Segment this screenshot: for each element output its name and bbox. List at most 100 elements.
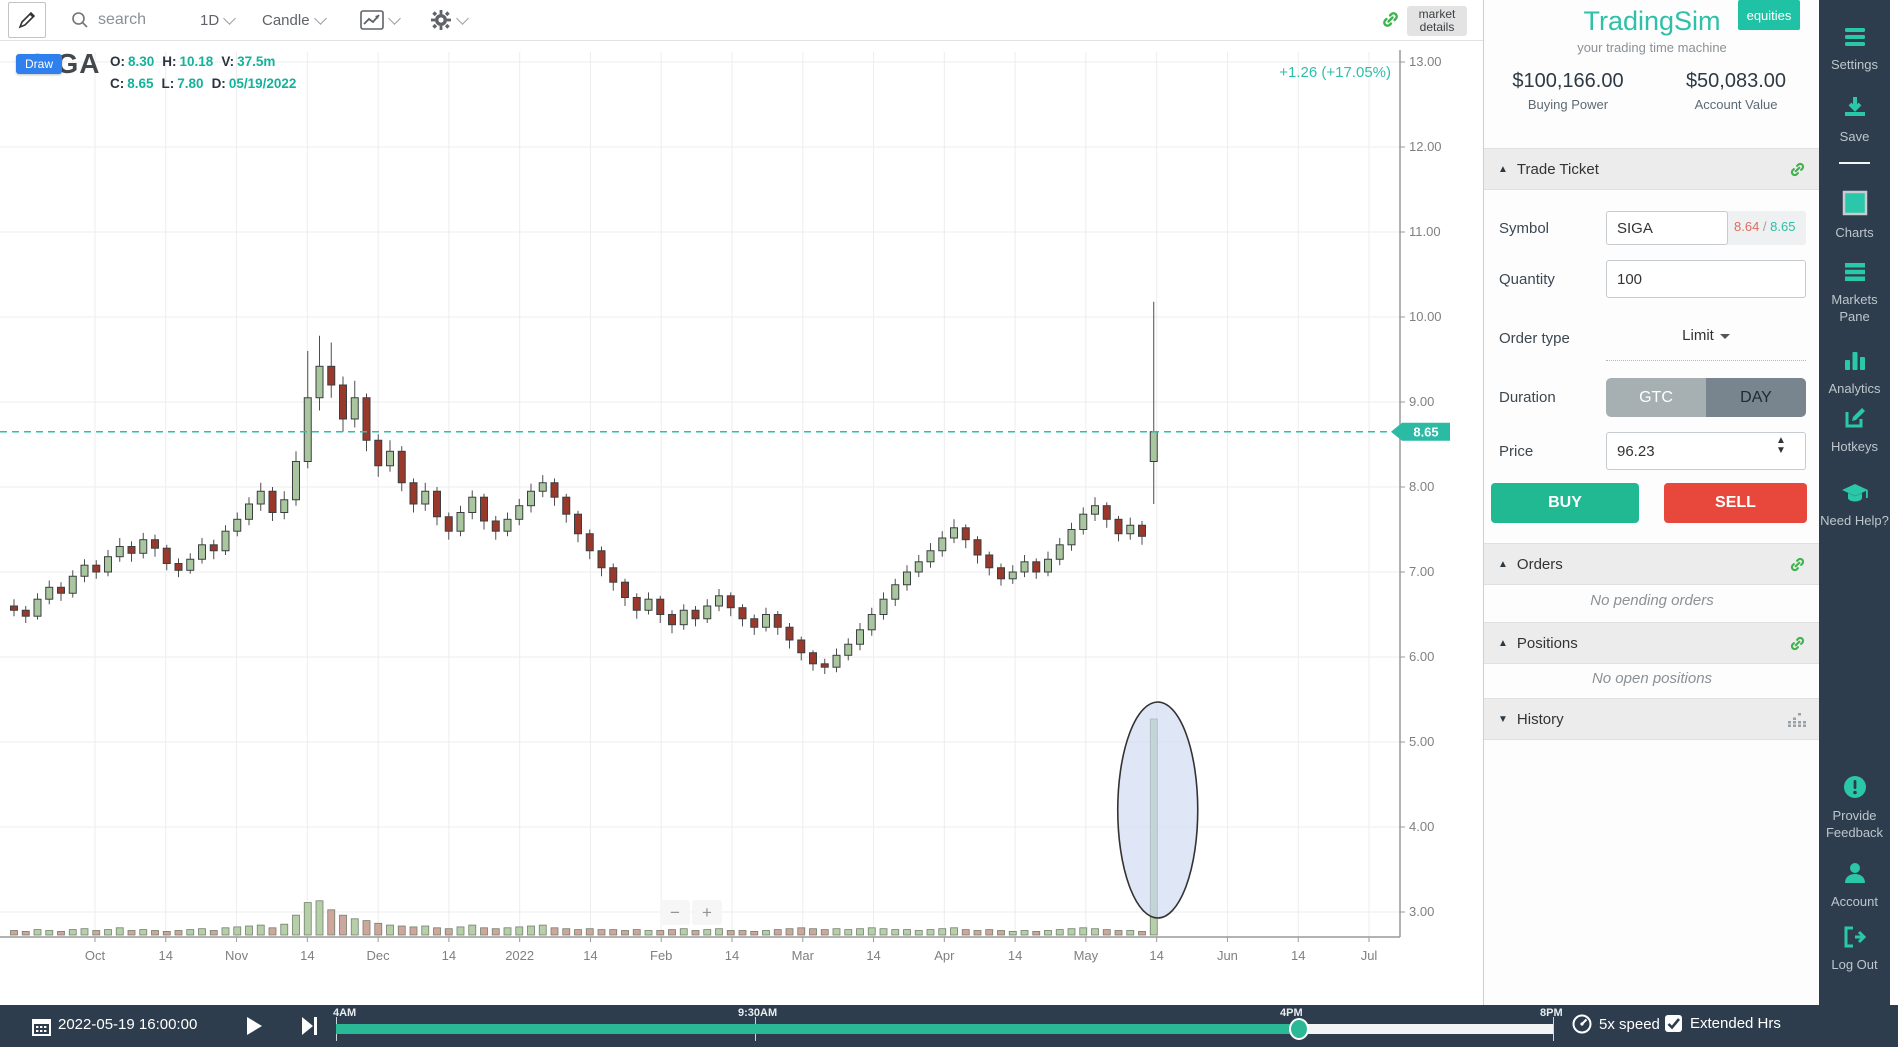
quantity-input[interactable]: [1606, 260, 1806, 298]
speed-control[interactable]: 5x speed: [1572, 1014, 1679, 1034]
timeframe-dropdown[interactable]: 1D: [200, 0, 237, 40]
svg-text:Dec: Dec: [367, 948, 391, 963]
feedback-icon: [1843, 776, 1866, 798]
duration-gtc-button[interactable]: GTC: [1606, 378, 1706, 417]
order-type-value: Limit: [1682, 327, 1714, 344]
history-header[interactable]: ▼ History: [1484, 698, 1820, 740]
price-input[interactable]: [1606, 432, 1806, 470]
draw-tooltip: Draw: [16, 54, 63, 74]
sidebar-label: Need Help?: [1820, 513, 1889, 528]
playback-datetime[interactable]: 2022-05-19 16:00:00: [58, 1016, 198, 1033]
chevron-down-icon: [388, 11, 401, 25]
sidebar-item-charts[interactable]: Charts: [1819, 190, 1890, 241]
spinner-down-icon[interactable]: ▼: [1776, 445, 1786, 456]
bid-value: 8.64: [1734, 219, 1760, 234]
step-forward-button[interactable]: [300, 1016, 318, 1041]
buy-button[interactable]: BUY: [1491, 483, 1639, 523]
timeline-progress-filled[interactable]: [336, 1024, 1299, 1034]
extended-hours-toggle[interactable]: Extended Hrs: [1664, 1014, 1781, 1033]
symbol-input[interactable]: [1606, 211, 1728, 245]
svg-text:4.00: 4.00: [1409, 819, 1434, 834]
timeline-handle[interactable]: [1289, 1018, 1309, 1040]
symbol-search[interactable]: [70, 4, 203, 36]
log-out-icon: [1844, 926, 1866, 948]
sidebar-label: Hotkeys: [1831, 439, 1878, 454]
sidebar-label: Charts: [1835, 225, 1874, 240]
svg-text:5.00: 5.00: [1409, 734, 1434, 749]
account-value-value: $50,083.00: [1685, 70, 1787, 92]
history-chart-icon[interactable]: [1788, 713, 1806, 732]
candlestick-chart[interactable]: Oct 14 Nov 14 Dec 14 2022 14 Feb 14 Mar 14 Apr 14 May 1…: [0, 40, 1483, 1005]
playback-bar: 2022-05-19 16:00:00 4AM 9:30AM 4PM 8PM 5…: [0, 1005, 1898, 1047]
analytics-icon: [1844, 352, 1865, 370]
scrollbar-strip[interactable]: [1890, 0, 1898, 1005]
order-type-select[interactable]: Limit: [1606, 327, 1806, 344]
sidebar-item-hotkeys[interactable]: Hotkeys: [1819, 406, 1890, 455]
duration-label: Duration: [1499, 389, 1556, 406]
sell-button[interactable]: SELL: [1664, 483, 1807, 523]
trade-ticket-header[interactable]: ▲ Trade Ticket: [1484, 148, 1820, 190]
svg-text:May: May: [1074, 948, 1099, 963]
volume-value: 37.5m: [237, 53, 276, 69]
svg-text:Feb: Feb: [650, 948, 672, 963]
order-type-label: Order type: [1499, 330, 1570, 347]
zoom-in-button[interactable]: +: [692, 900, 722, 925]
link-orders-icon[interactable]: [1789, 556, 1806, 578]
sidebar-item-need-help[interactable]: Need Help?: [1819, 482, 1890, 529]
sidebar-label: Account: [1831, 894, 1878, 909]
orders-header[interactable]: ▲ Orders: [1484, 543, 1820, 585]
timeline-label-8pm: 8PM: [1540, 1007, 1563, 1019]
sidebar-item-settings[interactable]: Settings: [1819, 26, 1890, 73]
sidebar-item-markets-pane[interactable]: Markets Pane: [1819, 261, 1890, 325]
chart-type-dropdown[interactable]: Candle: [262, 0, 327, 40]
chart-zoom-controls: − +: [660, 900, 722, 925]
sidebar-item-analytics[interactable]: Analytics: [1819, 350, 1890, 397]
expand-caret-icon: ▼: [1498, 713, 1508, 725]
sidebar-item-save[interactable]: Save: [1819, 96, 1890, 145]
search-input[interactable]: [98, 11, 203, 29]
link-positions-icon[interactable]: [1789, 635, 1806, 657]
collapse-caret-icon: ▲: [1498, 637, 1508, 649]
account-value: $50,083.00 Account Value: [1652, 70, 1820, 112]
daily-change-label: +1.26 (+17.05%): [1279, 64, 1391, 81]
timeline-label-4pm: 4PM: [1280, 1007, 1303, 1019]
link-ticket-icon[interactable]: [1789, 161, 1806, 183]
svg-text:11.00: 11.00: [1409, 224, 1441, 239]
svg-text:Mar: Mar: [792, 948, 815, 963]
date-value: 05/19/2022: [228, 75, 297, 91]
ohlc-legend: O: 8.30 H: 10.18 V: 37.5m C: 8.65 L: 7.8…: [110, 50, 304, 94]
price-spinner[interactable]: ▲ ▼: [1776, 435, 1786, 456]
zoom-out-button[interactable]: −: [660, 900, 690, 925]
positions-header[interactable]: ▲ Positions: [1484, 622, 1820, 664]
price-label: Price: [1499, 443, 1534, 460]
market-details-button[interactable]: market details: [1407, 6, 1467, 36]
svg-text:13.00: 13.00: [1409, 54, 1442, 69]
sidebar-item-log-out[interactable]: Log Out: [1819, 926, 1890, 973]
equities-badge: equities: [1738, 0, 1800, 30]
search-icon: [72, 12, 88, 28]
volume-label: V:: [221, 53, 235, 69]
svg-text:14: 14: [1291, 948, 1305, 963]
timeline-progress-remaining[interactable]: [1299, 1024, 1553, 1034]
calendar-icon[interactable]: [32, 1017, 51, 1041]
sidebar-item-provide-feedback[interactable]: Provide Feedback: [1819, 775, 1890, 841]
buying-power-value: $100,166.00: [1512, 70, 1624, 92]
play-button[interactable]: [245, 1016, 263, 1041]
indicators-dropdown[interactable]: [360, 0, 401, 40]
spinner-up-icon[interactable]: ▲: [1776, 435, 1786, 446]
quantity-label: Quantity: [1499, 271, 1555, 288]
svg-text:6.00: 6.00: [1409, 649, 1434, 664]
draw-tool-button[interactable]: [8, 2, 46, 38]
account-value-label: Account Value: [1694, 97, 1778, 112]
svg-text:14: 14: [583, 948, 597, 963]
app-title: TradingSim: [1583, 6, 1721, 36]
sidebar-label: Settings: [1831, 57, 1878, 72]
duration-day-button[interactable]: DAY: [1706, 378, 1806, 417]
collapse-caret-icon: ▲: [1498, 558, 1508, 570]
sidebar-item-account[interactable]: Account: [1819, 861, 1890, 910]
svg-text:14: 14: [1149, 948, 1163, 963]
chart-settings-dropdown[interactable]: [430, 0, 469, 40]
graduation-cap-icon: [1841, 484, 1868, 502]
link-chart-icon[interactable]: [1381, 10, 1400, 34]
markets-pane-icon: [1844, 263, 1865, 281]
